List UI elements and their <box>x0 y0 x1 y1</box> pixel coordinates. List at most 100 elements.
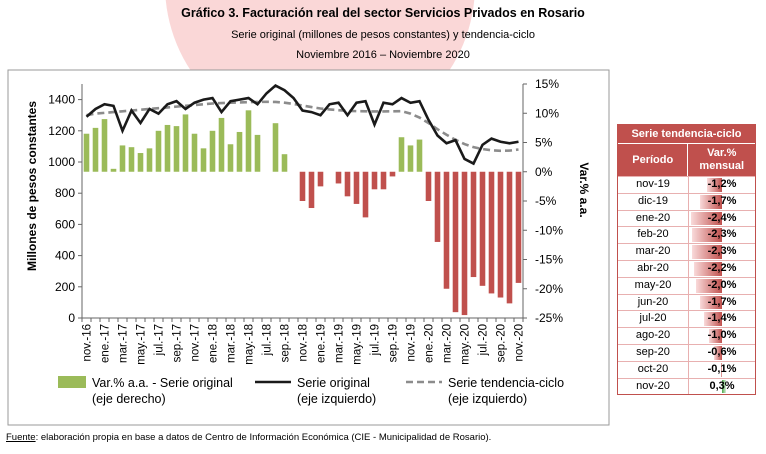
x-tick-label: ene.-20 <box>424 324 436 363</box>
line-series <box>85 83 519 166</box>
x-tick-label: may.-20 <box>460 324 472 365</box>
row-value-cell: -0,1% <box>688 361 755 378</box>
bar <box>164 124 171 172</box>
row-period: jun-20 <box>637 295 669 308</box>
legend-swatch-bars <box>58 376 86 388</box>
row-databar <box>700 194 722 209</box>
bar <box>407 145 414 172</box>
trend-table-header: Período Var.% mensual <box>618 143 755 176</box>
row-databar <box>692 245 722 259</box>
bar <box>218 117 225 172</box>
left-tick-label: 0 <box>68 311 75 325</box>
row-databar <box>709 329 722 343</box>
bar <box>200 148 207 172</box>
table-row: jul-20 -1,4% <box>618 310 755 328</box>
x-tick-label: may.-18 <box>244 324 256 365</box>
bar <box>362 171 369 218</box>
bar <box>425 171 432 201</box>
x-tick-label: mar.-18 <box>226 324 238 363</box>
left-tick-label: 400 <box>55 249 75 263</box>
row-period: abr-20 <box>637 261 669 274</box>
row-period: oct-20 <box>637 362 669 375</box>
row-value-cell: -1,2% <box>688 177 755 193</box>
row-value-cell: -1,7% <box>688 193 755 210</box>
x-tick-label: mar.-19 <box>334 324 346 363</box>
bar <box>506 171 513 304</box>
table-row: jun-20 -1,7% <box>618 293 755 311</box>
left-tick-label: 1400 <box>48 93 75 107</box>
row-databar <box>691 211 722 226</box>
legend: Var.% a.a. - Serie original (eje derecho)… <box>58 376 564 406</box>
row-databar <box>720 362 722 377</box>
bar <box>173 126 180 172</box>
row-period: may-20 <box>634 278 672 291</box>
right-axis: -25% -20% -15% -10% -5% 0% 5% 10% 15% <box>522 77 563 325</box>
col-header-var: Var.% mensual <box>687 144 755 176</box>
right-tick-label: 0% <box>535 165 553 179</box>
bar-series <box>83 110 522 316</box>
x-tick-label: sep.-18 <box>280 324 292 362</box>
row-databar <box>703 312 722 327</box>
row-value-cell: -1,7% <box>688 294 755 311</box>
row-value: -1,4% <box>707 312 737 325</box>
row-value: -1,0% <box>707 329 737 342</box>
row-value-cell: -1,4% <box>688 311 755 328</box>
x-tick-label: mar.-20 <box>442 324 454 363</box>
row-value: -1,2% <box>707 178 737 190</box>
legend-sublabel: (eje izquierdo) <box>297 392 376 406</box>
table-row: may-20 -2,0% <box>618 276 755 294</box>
row-period: jul-20 <box>639 312 667 325</box>
bar <box>137 153 144 172</box>
col-header-period: Período <box>632 154 674 166</box>
row-value-cell: -2,2% <box>688 260 755 277</box>
row-value: -1,7% <box>707 295 737 308</box>
source-text: : elaboración propia en base a datos de … <box>35 432 492 443</box>
row-period: dic-19 <box>638 194 668 207</box>
left-tick-label: 800 <box>55 186 75 200</box>
left-axis: 0 200 400 600 800 1000 1200 1400 <box>48 84 83 325</box>
bar <box>497 171 504 298</box>
table-row: oct-20 -0,1% <box>618 360 755 378</box>
bar <box>398 137 405 172</box>
bar <box>389 171 396 177</box>
row-value: -2,0% <box>707 278 737 291</box>
row-value: -2,2% <box>707 261 737 274</box>
bar <box>92 127 99 172</box>
left-tick-label: 600 <box>55 217 75 231</box>
x-tick-label: nov.-20 <box>514 324 526 362</box>
legend-sublabel: (eje izquierdo) <box>448 392 527 406</box>
row-value-cell: 0,3% <box>688 378 755 395</box>
x-tick-label: may.-19 <box>352 324 364 365</box>
chart-period: Noviembre 2016 – Noviembre 2020 <box>296 49 470 61</box>
x-tick-label: jul.-19 <box>370 324 382 356</box>
bar <box>191 133 198 172</box>
y-axis-label: Millones de pesos constantes <box>25 101 39 271</box>
bar <box>182 114 189 172</box>
x-tick-label: jul.-17 <box>154 324 166 356</box>
bar <box>452 171 459 313</box>
x-tick-label: nov.-16 <box>82 324 94 362</box>
row-value-cell: -2,0% <box>688 277 755 294</box>
table-row: nov-19 -1,2% <box>618 176 755 193</box>
original-line <box>85 83 519 166</box>
left-tick-label: 1000 <box>48 155 75 169</box>
row-period: ago-20 <box>635 329 671 342</box>
bar <box>380 171 387 190</box>
table-row: sep-20 -0,6% <box>618 343 755 361</box>
left-tick-label: 1200 <box>48 124 75 138</box>
table-row: ago-20 -1,0% <box>618 327 755 344</box>
bar <box>119 145 126 172</box>
row-value: -2,4% <box>707 211 737 224</box>
right-tick-label: -25% <box>535 311 563 325</box>
x-tick-label: nov.-19 <box>406 324 418 362</box>
bar <box>479 171 486 286</box>
x-tick-label: ene.-17 <box>100 324 112 363</box>
combo-chart: 0 200 400 600 800 1000 1200 1400 -25% -20% -15% -1… <box>7 69 610 426</box>
bar <box>344 171 351 197</box>
source-note: Fuente: elaboración propia en base a dat… <box>6 432 491 443</box>
row-value-cell: -0,6% <box>688 344 755 361</box>
row-period: nov-19 <box>636 178 670 190</box>
bar <box>434 171 441 242</box>
trend-table: Serie tendencia-ciclo Período Var.% mens… <box>617 124 756 396</box>
row-databar <box>700 295 722 310</box>
